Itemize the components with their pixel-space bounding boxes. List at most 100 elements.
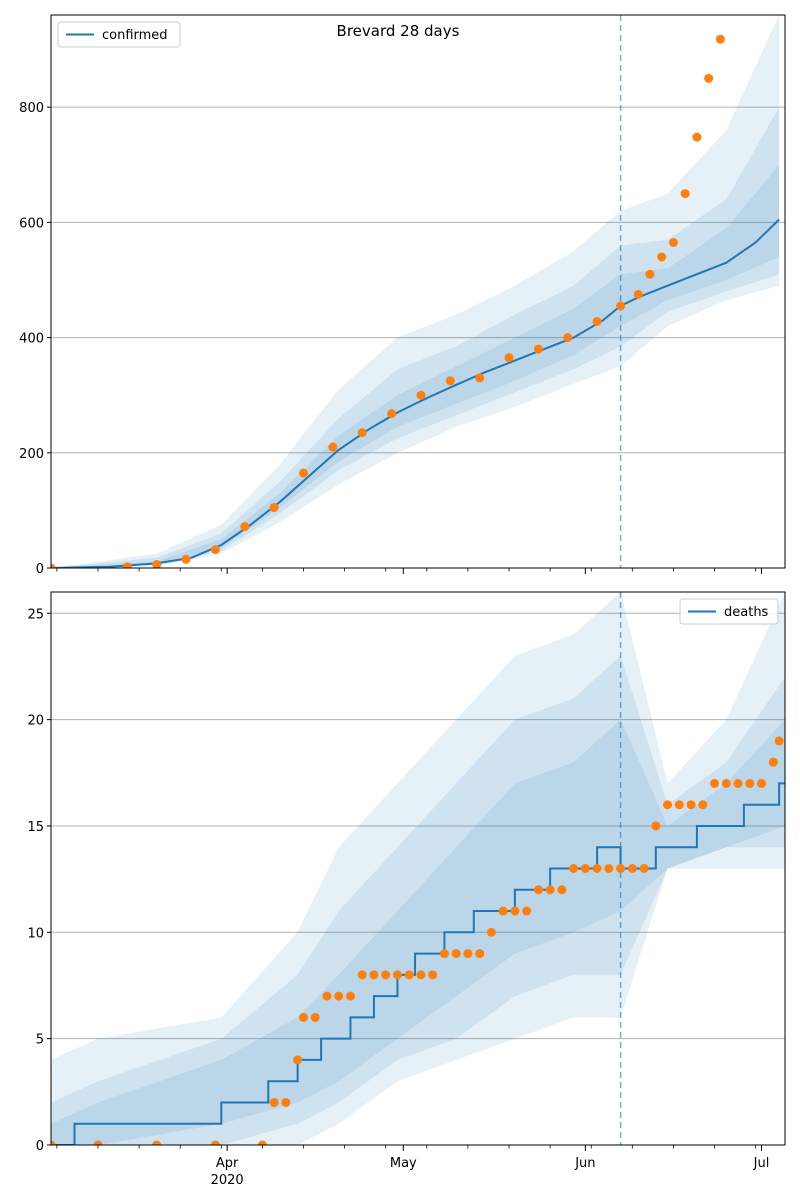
confirmed-ytick-label: 600 <box>19 216 44 231</box>
deaths-observed-point <box>257 1140 267 1145</box>
deaths-observed-point <box>686 800 696 810</box>
deaths-observed-point <box>293 1055 303 1065</box>
confirmed-observed-point <box>51 563 56 568</box>
deaths-observed-point <box>733 778 743 788</box>
deaths-ytick-label: 15 <box>27 820 44 835</box>
confirmed-ytick-label: 800 <box>19 101 44 116</box>
chart-title: Brevard 28 days <box>337 22 460 40</box>
deaths-observed-point <box>475 949 485 959</box>
deaths-observed-point <box>745 778 755 788</box>
deaths-observed-point <box>498 906 508 916</box>
confirmed-ytick-label: 200 <box>19 447 44 462</box>
confirmed-observed-point <box>563 333 573 343</box>
deaths-observed-point <box>592 864 602 873</box>
deaths-band-outer <box>51 592 785 1145</box>
confirmed-observed-point <box>533 344 543 354</box>
confirmed-observed-point <box>692 132 702 142</box>
deaths-plot-area <box>51 592 785 1145</box>
deaths-observed-point <box>93 1140 103 1145</box>
deaths-ytick-label: 20 <box>27 714 44 729</box>
confirmed-observed-point <box>475 373 485 383</box>
deaths-observed-point <box>627 864 637 873</box>
deaths-legend-label: deaths <box>724 605 769 620</box>
deaths-observed-point <box>428 970 438 980</box>
deaths-observed-point <box>152 1140 162 1145</box>
confirmed-observed-point <box>633 289 643 299</box>
confirmed-observed-point <box>269 503 279 513</box>
deaths-observed-point <box>322 991 332 1001</box>
confirmed-axes-frame <box>50 14 786 569</box>
confirmed-observed-point <box>504 353 514 363</box>
deaths-observed-point <box>604 864 614 873</box>
confirmed-observed-point <box>416 390 426 400</box>
deaths-observed-point <box>757 778 767 788</box>
confirmed-observed-point <box>715 34 725 44</box>
confirmed-observed-point <box>152 560 162 568</box>
deaths-observed-point <box>310 1012 320 1022</box>
deaths-observed-point <box>334 991 344 1001</box>
deaths-observed-point <box>721 778 731 788</box>
xtick-year-label: 2020 <box>211 1173 244 1188</box>
confirmed-observed-point <box>592 316 602 326</box>
deaths-observed-point <box>451 949 461 959</box>
deaths-observed-point <box>369 970 379 980</box>
deaths-observed-point <box>522 906 532 916</box>
deaths-band-inner <box>51 719 785 1145</box>
confirmed-observed-point <box>445 376 455 386</box>
deaths-panel: 0 5 10 15 20 25 Apr 2020 May Jun Jul deaths <box>27 591 786 1188</box>
xtick-label: May <box>390 1156 417 1171</box>
confirmed-observed-point <box>357 428 367 438</box>
deaths-observed-point <box>281 1097 291 1107</box>
deaths-observed-point <box>698 800 708 810</box>
confirmed-band-outer <box>51 15 780 568</box>
deaths-observed-point <box>651 821 661 831</box>
confirmed-observed-point <box>298 468 308 478</box>
confirmed-ytick-label: 0 <box>36 562 44 577</box>
deaths-observed-point <box>580 864 590 873</box>
deaths-ytick-label: 5 <box>36 1033 44 1048</box>
deaths-observed-point <box>674 800 684 810</box>
deaths-observed-point <box>710 778 720 788</box>
confirmed-observed-point <box>668 238 678 248</box>
confirmed-observed-point <box>680 189 690 199</box>
deaths-observed-point <box>298 1012 308 1022</box>
confirmed-observed-point <box>704 73 714 83</box>
deaths-observed-point <box>768 757 778 767</box>
deaths-observed-point <box>533 885 543 895</box>
confirmed-observed-point <box>240 522 250 532</box>
deaths-observed-point <box>569 864 579 873</box>
deaths-observed-point <box>439 949 449 959</box>
deaths-observed-point <box>463 949 473 959</box>
deaths-observed-point <box>774 736 784 746</box>
deaths-observed-point <box>404 970 414 980</box>
confirmed-observed-point <box>181 554 191 564</box>
confirmed-observed-point <box>645 269 655 279</box>
xtick-label: Jun <box>574 1156 595 1171</box>
deaths-observed-point <box>269 1097 279 1107</box>
deaths-observed-point <box>663 800 673 810</box>
confirmed-observed-point <box>387 409 397 419</box>
deaths-observed-point <box>381 970 391 980</box>
confirmed-observed-point <box>210 545 220 555</box>
deaths-observed-point <box>51 1140 56 1145</box>
deaths-axes-frame <box>50 591 786 1146</box>
deaths-median-line <box>51 782 785 1145</box>
deaths-observed-point <box>616 864 626 873</box>
deaths-observed-point <box>639 864 649 873</box>
deaths-observed-point <box>357 970 367 980</box>
xtick-label: Apr <box>216 1156 239 1171</box>
deaths-band-middle <box>51 655 785 1145</box>
confirmed-observed-point <box>616 301 626 311</box>
confirmed-panel: 0 200 400 600 800 confirmed <box>19 14 786 577</box>
deaths-legend-box <box>679 598 779 625</box>
confirmed-legend-label: confirmed <box>102 28 168 43</box>
deaths-observed-point <box>392 970 402 980</box>
deaths-observed-point <box>345 991 355 1001</box>
deaths-ytick-label: 0 <box>36 1139 44 1154</box>
deaths-ytick-label: 10 <box>27 926 44 941</box>
deaths-ytick-label: 25 <box>27 607 44 622</box>
deaths-observed-point <box>486 927 496 937</box>
xtick-label: Jul <box>753 1156 770 1171</box>
